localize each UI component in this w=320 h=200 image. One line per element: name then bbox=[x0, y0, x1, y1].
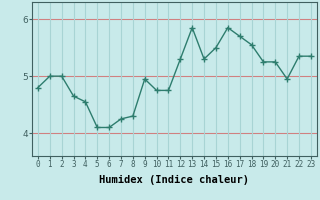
X-axis label: Humidex (Indice chaleur): Humidex (Indice chaleur) bbox=[100, 175, 249, 185]
